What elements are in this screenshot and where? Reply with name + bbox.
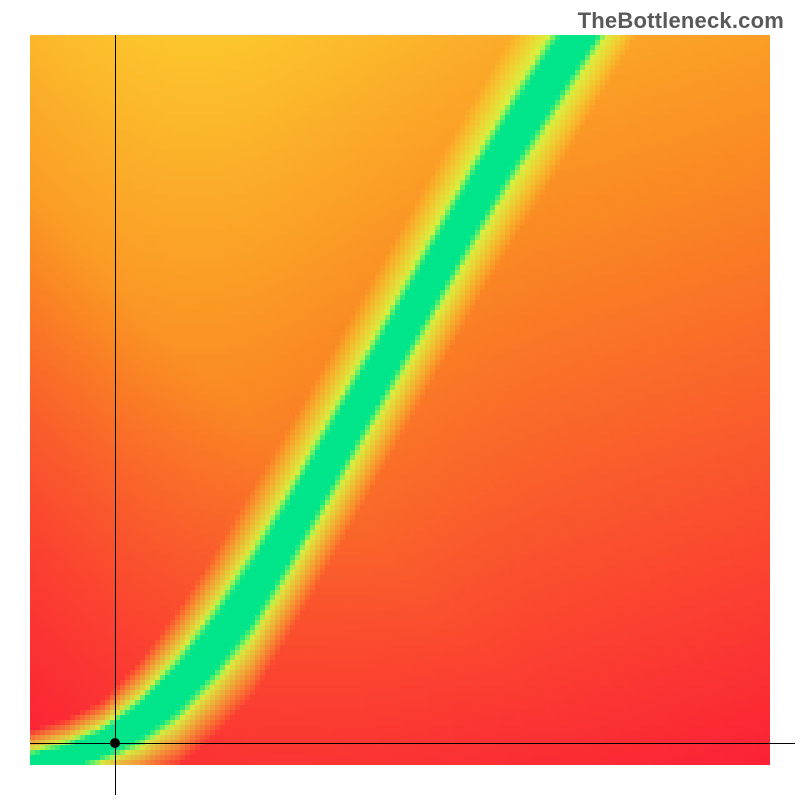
heatmap-canvas [30, 35, 770, 765]
crosshair-vertical [115, 35, 116, 795]
watermark-text: TheBottleneck.com [578, 8, 784, 34]
crosshair-marker-dot [110, 738, 120, 748]
chart-root: TheBottleneck.com [0, 0, 800, 800]
crosshair-horizontal [30, 743, 795, 744]
heatmap-area [30, 35, 770, 765]
